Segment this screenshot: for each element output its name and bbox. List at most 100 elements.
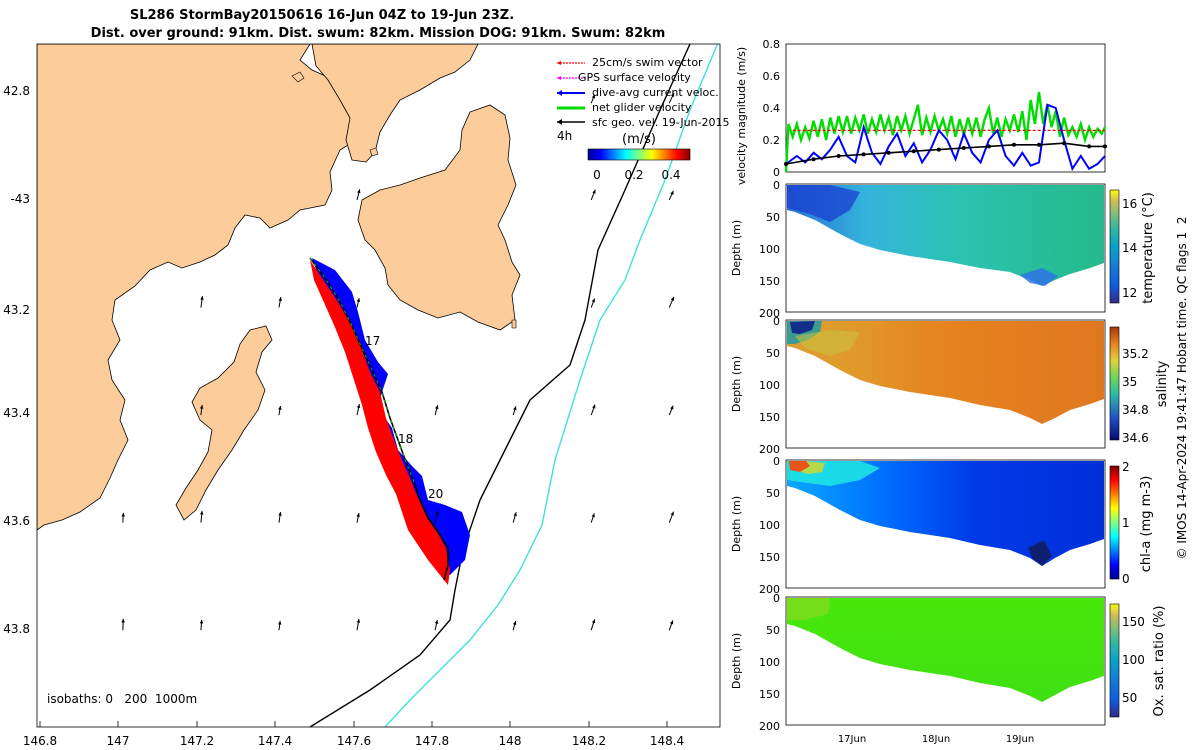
date-tick: 17Jun: [838, 734, 866, 745]
oxygen-depth-label: Depth (m): [730, 633, 743, 689]
sfc-velocity-arrowhead: [199, 510, 204, 515]
temperature-y-axis: 0 50 100 150 200 Depth (m): [730, 179, 780, 320]
map-x-tick: 148.4: [650, 734, 684, 748]
depth-tick: 50: [766, 487, 780, 500]
legend-label: dive-avg current veloc.: [592, 86, 719, 99]
map-x-tick: 146.8: [23, 734, 57, 748]
chla-section-fill: [787, 461, 1104, 566]
land-islet-3: [511, 319, 517, 329]
temperature-cbar-label: temperature (°C): [1141, 192, 1156, 304]
sfc-velocity-arrowhead: [278, 405, 282, 410]
sfc-velocity-arrowhead: [278, 297, 282, 301]
map-x-tick: 147.2: [180, 734, 214, 748]
depth-tick: 100: [759, 379, 780, 392]
salinity-mid-layer: [795, 330, 860, 356]
figure-title-line2: Dist. over ground: 91km. Dist. swum: 82k…: [91, 26, 666, 41]
sfc-velocity-arrowhead: [670, 405, 674, 410]
sfc-velocity-point: [986, 144, 991, 149]
oxygen-y-axis: 0 50 100 150 200 Depth (m): [730, 592, 780, 733]
depth-tick: 0: [773, 315, 780, 328]
velocity-panel-frame: [785, 43, 1106, 173]
cbar-tick: 16: [1122, 197, 1137, 211]
map-y-tick: 43.8: [3, 622, 30, 636]
sfc-velocity-arrowhead: [435, 405, 439, 410]
credit-text: © IMOS 14-Apr-2024 19:41:47 Hobart time.…: [1175, 217, 1189, 560]
map-x-axis: 146.8 147 147.2 147.4 147.6 147.8 148 14…: [23, 721, 684, 748]
oxygen-x-axis: 17Jun 18Jun 19Jun: [838, 734, 1034, 745]
map-y-tick: -43: [10, 192, 30, 206]
sfc-velocity-point: [936, 147, 941, 152]
salinity-colorbar: [1109, 326, 1120, 441]
sfc-velocity-arrowhead: [277, 620, 282, 625]
velocity-y-tick: 0.8: [763, 38, 781, 51]
land-islet-2: [369, 147, 379, 157]
sfc-velocity-arrowhead: [356, 404, 361, 408]
day-labels: 17 18 20: [365, 334, 443, 501]
chla-cbar-label: chl-a (mg m-3): [1139, 476, 1154, 573]
cbar-tick: 35.2: [1122, 347, 1149, 361]
depth-tick: 0: [773, 455, 780, 468]
oxygen-cbar-label: Ox. sat. ratio (%): [1152, 606, 1167, 717]
cbar-tick: 0: [1122, 572, 1130, 586]
date-tick: 18Jun: [922, 734, 950, 745]
sfc-velocity-arrowhead: [356, 298, 361, 303]
depth-tick: 200: [759, 720, 780, 733]
sfc-velocity-point: [886, 150, 891, 155]
velocity-y-label: velocity magnitude (m/s): [735, 47, 748, 185]
sfc-velocity-point: [836, 154, 841, 158]
map-y-tick: 43.4: [3, 406, 30, 420]
chla-panel: 0 50 100 150 200 Depth (m) 2 1 0 chl-a (…: [730, 455, 1154, 596]
sfc-velocity-point: [861, 152, 866, 157]
sfc-velocity-arrowhead: [199, 619, 204, 624]
sfc-velocity-arrowhead: [591, 94, 595, 99]
sfc-velocity-arrowhead: [670, 190, 674, 195]
land-tasman-peninsula: [357, 104, 521, 331]
track-map: 17 18 20 146.8 147 147.2 147.4 147.6 147…: [3, 43, 729, 748]
isobaths-label: isobaths: 0 200 1000m: [47, 692, 197, 706]
map-frame: [36, 43, 721, 728]
sfc-velocity-arrowhead: [434, 620, 439, 624]
day-label-20: 20: [428, 487, 443, 501]
sfc-velocity-point: [911, 149, 916, 154]
sfc-velocity-point: [961, 146, 966, 150]
sfc-velocity-arrowhead: [670, 511, 674, 516]
day-label-18: 18: [398, 432, 413, 446]
sfc-velocity-point: [784, 162, 788, 166]
sfc-velocity-arrowhead: [670, 296, 675, 301]
cbar-tick: 34.6: [1122, 431, 1149, 445]
legend-label: 25cm/s swim vector: [592, 56, 703, 69]
sfc-velocity-arrowhead: [513, 512, 517, 517]
chla-bloom-core: [789, 461, 810, 472]
velocity-y-axis: 0.8 0.6 0.4 0.2 0 velocity magnitude (m/…: [735, 38, 780, 185]
velocity-line-sfc-geo-vel-: [785, 142, 1105, 165]
depth-tick: 50: [766, 347, 780, 360]
sfc-velocity-point: [1037, 142, 1042, 147]
depth-tick: 150: [759, 551, 780, 564]
legend-swim-vector: 25cm/s swim vector: [557, 56, 703, 69]
salinity-y-axis: 0 50 100 150 200 Depth (m): [730, 315, 780, 456]
sfc-velocity-arrowhead: [121, 618, 125, 623]
map-y-tick: 42.8: [3, 84, 30, 98]
temperature-cold-bottom: [1020, 268, 1058, 286]
oxygen-colorbar-ticks: 150 100 50: [1122, 615, 1145, 705]
velocity-y-tick: 0.4: [763, 102, 781, 115]
map-colorbar-tick: 0.4: [661, 168, 680, 182]
salinity-depth-label: Depth (m): [730, 356, 743, 412]
chla-bloom-edge: [800, 461, 825, 474]
velocity-y-tick: 0.2: [763, 134, 781, 147]
velocity-y-tick: 0.6: [763, 70, 781, 83]
sfc-velocity-arrowhead: [591, 513, 595, 518]
isobath-200m: [309, 44, 691, 727]
cbar-tick: 100: [1122, 653, 1145, 667]
sfc-velocity-arrowhead: [435, 511, 439, 516]
sfc-velocity-point: [1062, 141, 1067, 146]
cbar-tick: 14: [1122, 241, 1137, 255]
legend-sfc-geo-velocity: sfc geo. vel. 19-Jun-2015: [557, 116, 729, 129]
depth-tick: 150: [759, 275, 780, 288]
cbar-tick: 50: [1122, 691, 1137, 705]
swim-vector-swath: [310, 260, 450, 585]
sfc-velocity-arrowhead: [200, 296, 204, 300]
depth-tick: 150: [759, 688, 780, 701]
oxygen-panel: 0 50 100 150 200 Depth (m) 150 100 50 Ox…: [730, 592, 1167, 745]
temperature-depth-label: Depth (m): [730, 220, 743, 276]
